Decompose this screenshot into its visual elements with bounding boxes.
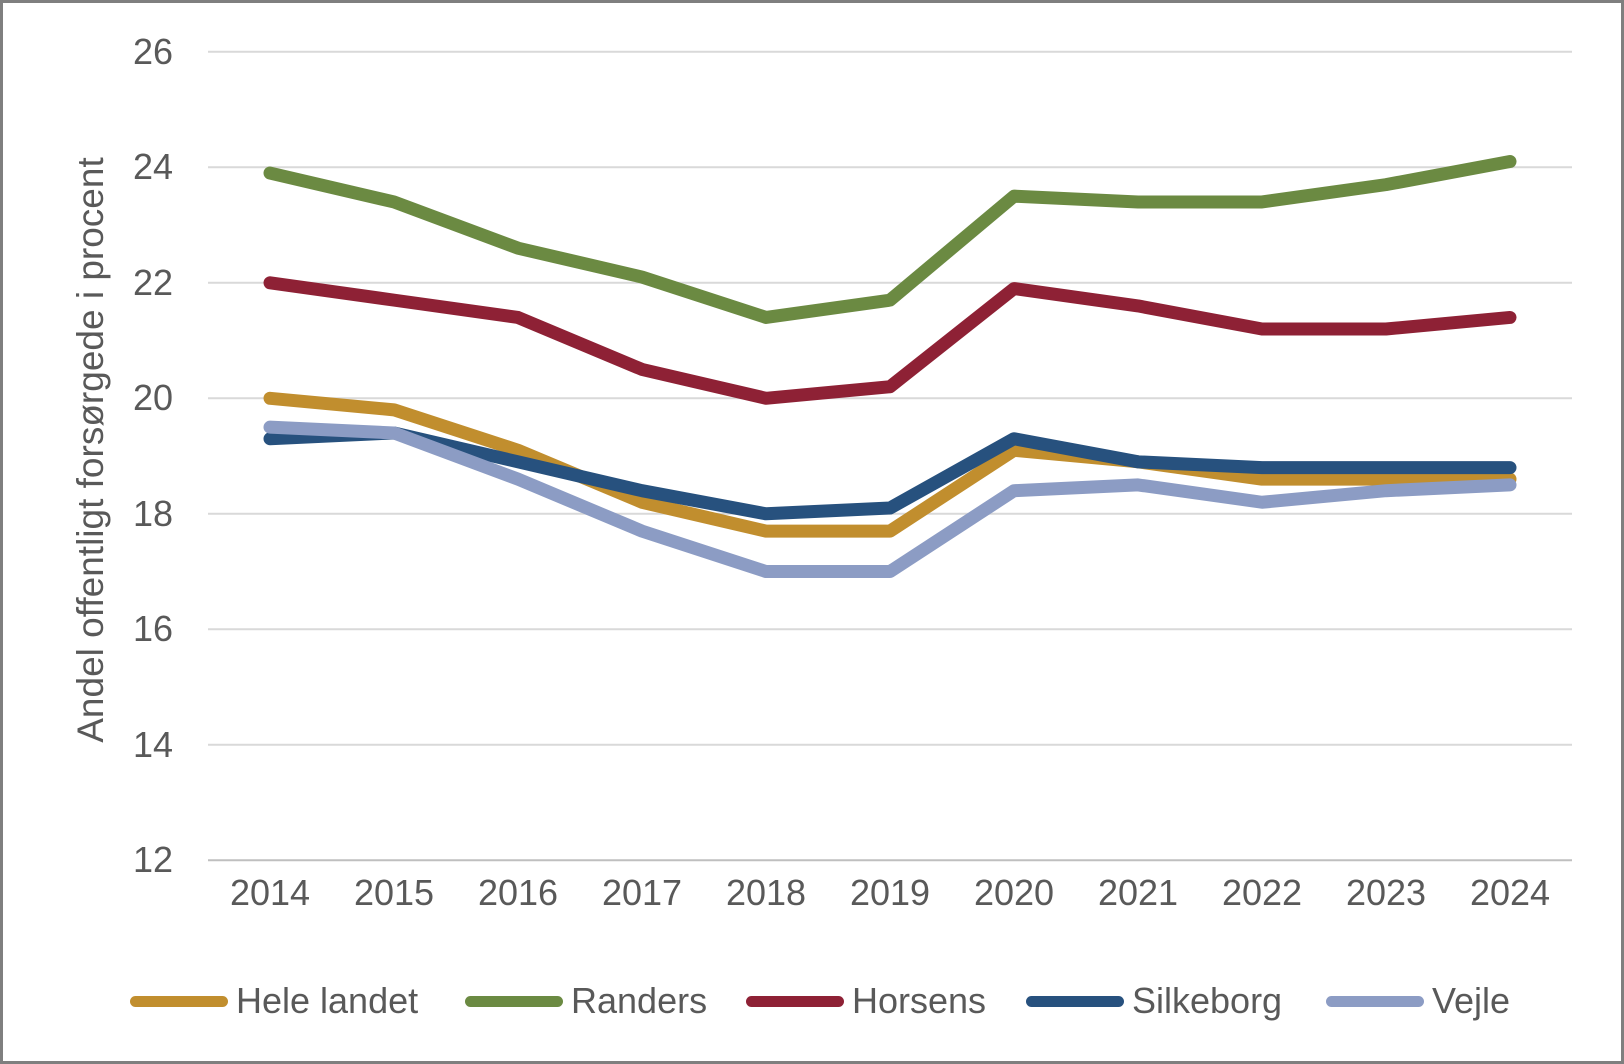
line-chart-plot-area — [208, 50, 1572, 862]
legend-item-randers: Randers — [465, 981, 707, 1021]
legend-label: Horsens — [852, 980, 987, 1021]
y-tick-label-12: 12 — [132, 839, 173, 881]
x-tick-label-2020: 2020 — [973, 872, 1055, 913]
x-tick-label-2023: 2023 — [1345, 872, 1427, 913]
y-tick-label-26: 26 — [132, 30, 173, 72]
series-line-vejle — [263, 420, 1517, 579]
y-tick-label-18: 18 — [132, 492, 173, 534]
y-tick-label-22: 22 — [132, 261, 173, 303]
legend-swatch-vejle — [1326, 995, 1424, 1007]
x-tick-label-2015: 2015 — [353, 872, 435, 913]
x-tick-label-2014: 2014 — [229, 872, 311, 913]
legend-item-silkeborg: Silkeborg — [1026, 981, 1282, 1021]
legend-swatch-randers — [465, 995, 563, 1007]
legend-item-hele-landet: Hele landet — [130, 981, 418, 1021]
x-tick-label-2019: 2019 — [849, 872, 931, 913]
x-tick-label-2016: 2016 — [477, 872, 559, 913]
legend-swatch-horsens — [746, 995, 844, 1007]
x-tick-label-2021: 2021 — [1097, 872, 1179, 913]
series-line-hele-landet — [263, 391, 1517, 538]
y-tick-label-20: 20 — [132, 377, 173, 419]
series-line-horsens — [263, 276, 1517, 405]
x-tick-label-2018: 2018 — [725, 872, 807, 913]
x-tick-label-2022: 2022 — [1221, 872, 1303, 913]
legend-swatch-hele-landet — [130, 995, 228, 1007]
series-line-randers — [263, 155, 1517, 324]
series-line-silkeborg — [263, 426, 1517, 521]
legend-label: Randers — [571, 980, 708, 1021]
x-tick-label-2024: 2024 — [1469, 872, 1551, 913]
legend-item-vejle: Vejle — [1326, 981, 1510, 1021]
legend-swatch-silkeborg — [1026, 995, 1124, 1007]
y-axis-title: Andel offentligt forsørgede i procent — [70, 157, 111, 743]
legend-label: Silkeborg — [1132, 980, 1283, 1021]
legend-label: Hele landet — [236, 980, 419, 1021]
y-tick-label-16: 16 — [132, 608, 173, 650]
y-tick-label-14: 14 — [132, 723, 173, 765]
x-tick-label-2017: 2017 — [601, 872, 683, 913]
legend-label: Vejle — [1432, 980, 1511, 1021]
legend-item-horsens: Horsens — [746, 981, 986, 1021]
y-tick-label-24: 24 — [132, 146, 173, 188]
